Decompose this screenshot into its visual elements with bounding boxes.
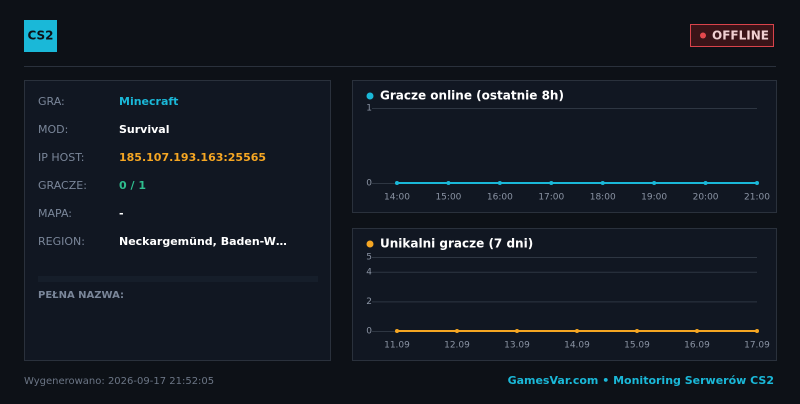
info-value: 0 / 1 [119, 179, 146, 192]
y-tick-label: 0 [366, 327, 372, 337]
info-value: Survival [119, 123, 169, 136]
badge: CS2 [27, 29, 53, 43]
point [652, 181, 657, 185]
x-tick-label: 17:00 [538, 193, 564, 203]
x-tick-label: 16.09 [684, 341, 710, 351]
info-value: Neckargemünd, Baden-W… [119, 235, 287, 248]
y-tick-label: 1 [366, 104, 372, 114]
status: OFFLINE [712, 29, 769, 43]
y-tick-label: 5 [366, 253, 372, 263]
info-label: MAPA: [38, 207, 72, 220]
x-tick-label: 13.09 [504, 341, 530, 351]
y-tick-label: 2 [366, 297, 372, 307]
chart-title: Unikalni gracze (7 dni) [380, 237, 533, 251]
point [455, 329, 459, 333]
badge-box [24, 20, 57, 52]
point [695, 329, 699, 333]
x-tick-label: 11.09 [384, 341, 410, 351]
point [549, 181, 554, 185]
x-tick-label: 18:00 [590, 193, 616, 203]
point [446, 181, 451, 185]
info-value: Minecraft [119, 95, 178, 108]
point [497, 181, 502, 185]
status-dot [700, 32, 706, 39]
x-tick-label: 21:00 [744, 193, 770, 203]
x-tick-label: 15:00 [435, 193, 461, 203]
x-tick-label: 20:00 [693, 193, 719, 203]
x-tick-label: 14.09 [564, 341, 590, 351]
chart-panel [352, 80, 777, 213]
x-tick-label: 14:00 [384, 193, 410, 203]
info-value: 185.107.193.163:25565 [119, 151, 266, 164]
info-value: - [119, 207, 124, 220]
point [515, 329, 519, 333]
separator [38, 276, 318, 282]
y-tick-label: 0 [366, 179, 372, 189]
point [635, 329, 639, 333]
info-label: MOD: [38, 123, 68, 136]
full-name-label: PEŁNA NAZWA: [38, 290, 124, 301]
x-tick-label: 16:00 [487, 193, 513, 203]
x-tick-label: 12.09 [444, 341, 470, 351]
info-label: GRA: [38, 95, 65, 108]
info-panel [24, 80, 331, 361]
legend-dot [366, 92, 374, 100]
generated: Wygenerowano: 2026-09-17 21:52:05 [24, 376, 214, 387]
point [395, 329, 399, 333]
chart-panel [352, 228, 777, 361]
legend-dot [366, 240, 374, 248]
info-label: IP HOST: [38, 151, 85, 164]
point [703, 181, 708, 185]
info-label: GRACZE: [38, 179, 87, 192]
info-label: REGION: [38, 235, 85, 248]
x-tick-label: 17.09 [744, 341, 770, 351]
x-tick-label: 19:00 [641, 193, 667, 203]
y-tick-label: 4 [366, 267, 372, 277]
point [575, 329, 579, 333]
x-tick-label: 15.09 [624, 341, 650, 351]
point [755, 181, 759, 185]
chart-title: Gracze online (ostatnie 8h) [380, 89, 564, 103]
brand: GamesVar.com • Monitoring Serwerów CS2 [508, 374, 774, 387]
point [600, 181, 605, 185]
point [755, 329, 759, 333]
point [395, 181, 399, 185]
status-box [690, 24, 774, 47]
